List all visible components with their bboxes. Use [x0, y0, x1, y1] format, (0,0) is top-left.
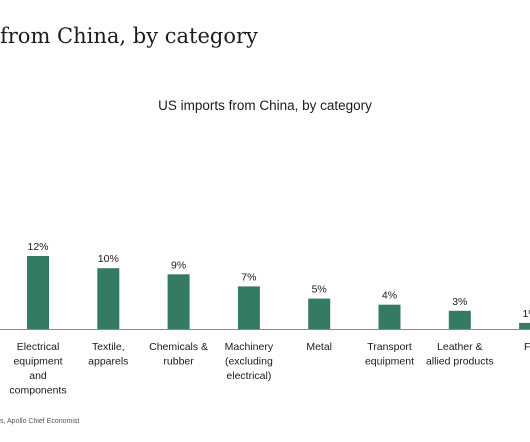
category-tick-label-6: Transport equipment: [365, 341, 414, 368]
bar-7: [448, 310, 471, 330]
chart-title: US imports from China, by category: [158, 98, 372, 113]
bar-4: [237, 286, 260, 329]
bar-5: [308, 298, 331, 329]
category-tick-label-1: Electrical equipment and components: [9, 341, 66, 397]
source-note: s, Apollo Chief Economist: [0, 418, 80, 425]
bar-3: [167, 274, 190, 330]
bar-value-label-7: 3%: [452, 296, 467, 308]
bar-value-label-1: 12%: [27, 241, 48, 253]
bar-6: [378, 304, 401, 329]
tick-labels-layer: Electrical equipment and components Textile,…: [9, 341, 530, 397]
bar-value-label-5: 5%: [312, 284, 327, 296]
category-tick-label-4: Machinery (excluding electrical): [225, 341, 274, 382]
category-tick-label-2: Textile, apparels: [88, 341, 128, 368]
page-heading: from China, by category: [0, 24, 258, 48]
bar-2: [97, 268, 120, 329]
bar-value-label-6: 4%: [382, 290, 397, 302]
category-tick-label-7: Leather & allied products: [426, 341, 494, 368]
category-tick-label-8: Fo: [524, 341, 530, 353]
bar-value-label-3: 9%: [171, 259, 186, 271]
category-tick-label-3: Chemicals & rubber: [149, 341, 208, 368]
bar-value-label-8: 1%: [523, 308, 530, 320]
bar-value-label-2: 10%: [98, 253, 119, 265]
bar-8: [519, 322, 530, 329]
bar-1: [27, 256, 49, 329]
bar-value-label-4: 7%: [241, 271, 256, 283]
category-tick-label-5: Metal: [306, 341, 332, 353]
bars-layer: 12% 10% 9% 7% 5% 4% 3% 1%: [27, 241, 530, 330]
